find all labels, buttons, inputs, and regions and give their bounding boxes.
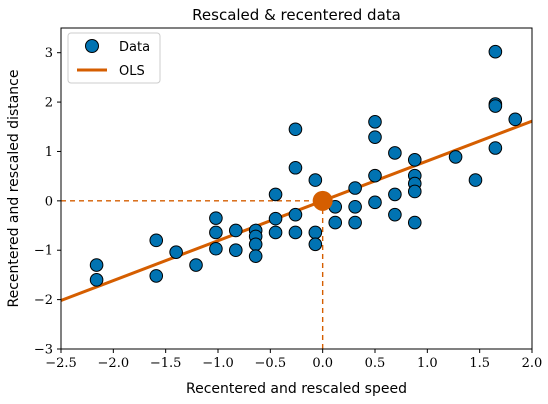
data-point: [368, 115, 382, 129]
data-point: [388, 187, 402, 202]
data-point: [89, 258, 104, 272]
y-tick-label: 2: [45, 96, 53, 111]
data-point: [368, 168, 382, 183]
data-point: [189, 258, 203, 272]
data-point: [268, 211, 283, 226]
plot-frame: [60, 27, 533, 350]
data-point: [468, 173, 483, 187]
data-point: [308, 173, 323, 187]
data-point: [268, 225, 283, 240]
data-point: [209, 225, 223, 240]
y-tick-label: 3: [45, 46, 53, 61]
data-point: [388, 146, 402, 160]
data-point: [448, 150, 463, 164]
x-tick-label: 1.5: [469, 356, 490, 371]
data-point: [407, 153, 422, 167]
data-point: [288, 207, 303, 222]
data-point: [288, 225, 303, 240]
data-point: [248, 237, 263, 252]
data-point: [348, 181, 362, 195]
y-tick-label: −1: [34, 244, 53, 259]
data-point: [228, 223, 243, 238]
y-tick-label: 1: [45, 145, 53, 160]
data-point: [288, 122, 303, 137]
data-point: [328, 215, 343, 230]
data-point: [348, 215, 362, 230]
data-point: [407, 184, 422, 199]
data-point: [209, 211, 223, 225]
data-point: [268, 187, 283, 202]
data-point: [149, 269, 164, 283]
data-point: [407, 215, 422, 230]
data-point: [248, 249, 263, 263]
data-point: [508, 112, 523, 127]
x-tick-label: −0.5: [255, 356, 287, 371]
axes: −2.5 −2.0 −1.5 −1.0 −0.5 0.0 0.5 1.0 1.5 2.0 −3 −2 −…: [34, 46, 543, 371]
data-point: [228, 243, 243, 258]
x-tick-label: 2.0: [522, 356, 543, 371]
legend-data-marker: [85, 39, 99, 53]
data-point: [488, 141, 503, 155]
data-point: [169, 245, 183, 260]
data-point: [89, 273, 104, 287]
x-tick-label: 0.5: [365, 356, 386, 371]
data-point: [308, 225, 323, 240]
x-tick-label: 0.0: [312, 356, 333, 371]
data-point: [388, 207, 402, 222]
chart-title: Rescaled & recentered data: [192, 6, 401, 24]
data-point: [209, 241, 223, 256]
data-point: [488, 44, 503, 59]
data-point: [149, 233, 164, 248]
x-tick-label: 1.0: [417, 356, 438, 371]
data-point: [488, 99, 503, 113]
x-axis-label: Recentered and rescaled speed: [186, 381, 407, 397]
legend-data-label: Data: [119, 40, 150, 55]
y-tick-label: −3: [34, 343, 53, 358]
legend-ols-label: OLS: [119, 64, 145, 79]
data-point: [368, 195, 382, 210]
x-tick-label: −1.0: [202, 356, 234, 371]
x-tick-label: −1.5: [150, 356, 182, 371]
data-point: [368, 130, 382, 144]
centroid-marker: [312, 190, 333, 211]
legend: Data OLS: [67, 32, 161, 84]
x-tick-label: −2.5: [45, 356, 77, 371]
plot-area: [61, 44, 532, 349]
data-point: [348, 199, 362, 214]
x-tick-label: −2.0: [98, 356, 130, 371]
y-tick-label: −2: [34, 293, 53, 308]
data-point: [308, 237, 323, 252]
y-axis-label: Recentered and rescaled distance: [6, 70, 22, 308]
data-point: [288, 160, 303, 175]
y-tick-label: 0: [45, 194, 53, 209]
